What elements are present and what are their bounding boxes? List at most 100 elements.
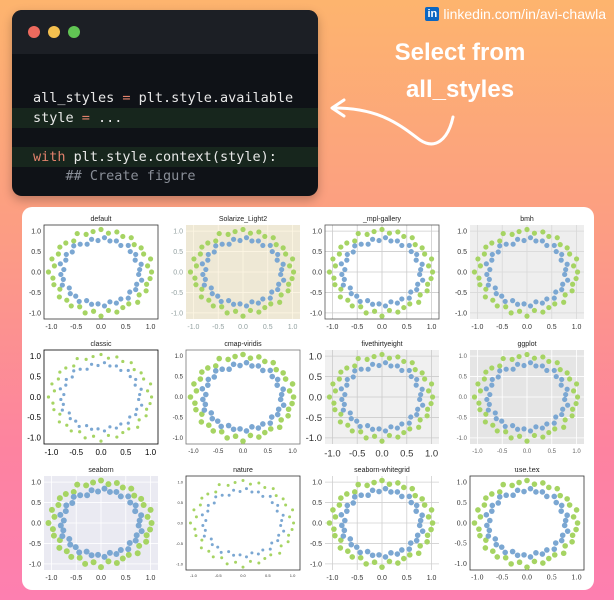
axes-frame — [185, 475, 301, 571]
outer-ring-point — [509, 482, 515, 489]
y-tick-label: 0.5 — [459, 375, 468, 381]
outer-ring-point — [98, 564, 104, 571]
outer-ring-point — [257, 481, 261, 485]
inner-ring-point — [216, 545, 220, 549]
inner-ring-point — [60, 276, 66, 282]
outer-ring-point — [412, 492, 419, 499]
inner-ring-point — [256, 552, 260, 556]
outer-ring-point — [232, 228, 238, 235]
inner-ring-point — [238, 490, 242, 494]
outer-ring-point — [193, 263, 200, 269]
outer-ring-point — [284, 503, 288, 507]
inner-ring-point — [208, 285, 214, 291]
inner-ring-point — [89, 427, 94, 431]
x-tick-label: 0.5 — [402, 324, 412, 331]
outer-ring-point — [546, 304, 552, 311]
outer-ring-point — [268, 301, 274, 307]
outer-ring-point — [326, 520, 333, 526]
linkedin-link[interactable]: in linkedin.com/in/avi-chawla — [425, 6, 606, 22]
inner-ring-point — [533, 363, 539, 369]
outer-ring-point — [412, 367, 418, 373]
y-tick-label: 0.5 — [457, 249, 467, 256]
outer-ring-point — [68, 303, 74, 309]
outer-ring-point — [546, 484, 552, 491]
outer-ring-point — [355, 355, 361, 362]
inner-ring-point — [382, 303, 389, 309]
outer-ring-point — [386, 307, 393, 314]
outer-ring-point — [524, 438, 530, 444]
outer-ring-point — [358, 429, 364, 435]
inner-ring-point — [205, 257, 211, 263]
outer-ring-point — [483, 244, 489, 250]
inner-ring-point — [417, 517, 424, 524]
outer-ring-point — [363, 435, 369, 441]
inner-ring-point — [558, 502, 565, 509]
outer-ring-point — [371, 353, 377, 360]
outer-ring-point — [187, 269, 194, 275]
outer-ring-point — [192, 400, 198, 406]
outer-ring-point — [68, 553, 75, 560]
x-tick-label: -0.5 — [497, 449, 508, 455]
outer-ring-point — [337, 294, 343, 300]
inner-ring-point — [200, 271, 206, 278]
outer-ring-point — [247, 230, 254, 236]
y-tick-label: 1.0 — [457, 478, 467, 486]
inner-ring-point — [202, 534, 206, 538]
inner-ring-point — [67, 541, 74, 548]
y-tick-label: 0.5 — [457, 499, 467, 507]
outer-ring-point — [332, 407, 338, 413]
inner-ring-point — [280, 402, 287, 408]
inner-ring-point — [268, 414, 275, 420]
outer-ring-point — [147, 526, 154, 533]
inner-ring-point — [203, 528, 207, 532]
outer-ring-point — [516, 433, 523, 439]
outer-ring-point — [570, 281, 576, 287]
y-tick-label: -1.0 — [176, 561, 184, 566]
outer-ring-point — [352, 363, 358, 369]
outer-ring-point — [52, 389, 57, 393]
inner-ring-point — [219, 550, 223, 554]
outer-ring-point — [262, 429, 268, 436]
inner-ring-point — [249, 299, 255, 305]
outer-ring-point — [416, 299, 422, 305]
y-tick-label: 1.0 — [31, 480, 41, 487]
inner-ring-point — [533, 424, 539, 430]
outer-ring-point — [82, 560, 89, 567]
outer-ring-point — [132, 368, 136, 372]
x-tick-label: 0.0 — [522, 574, 532, 582]
outer-ring-point — [573, 526, 579, 533]
outer-ring-point — [569, 532, 576, 539]
inner-ring-point — [338, 261, 344, 267]
outer-ring-point — [379, 351, 385, 358]
outer-ring-point — [540, 229, 546, 235]
inner-ring-point — [243, 303, 250, 309]
inner-ring-point — [340, 282, 346, 288]
outer-ring-point — [290, 528, 294, 532]
outer-ring-point — [217, 483, 221, 487]
inner-ring-point — [249, 363, 255, 369]
outer-ring-point — [570, 514, 577, 520]
code-line-1: all_styles = plt.style.available — [12, 88, 318, 108]
inner-ring-point — [61, 266, 67, 273]
inner-ring-point — [559, 376, 565, 383]
y-tick-label: -0.5 — [27, 413, 41, 422]
outer-ring-point — [508, 435, 514, 441]
outer-ring-point — [494, 428, 500, 434]
outer-ring-point — [412, 242, 418, 248]
inner-ring-point — [552, 540, 559, 546]
outer-ring-point — [192, 275, 198, 281]
outer-ring-point — [134, 550, 141, 557]
outer-ring-point — [144, 263, 151, 269]
axes-frame — [324, 224, 440, 320]
outer-ring-point — [503, 304, 509, 310]
inner-ring-point — [243, 235, 250, 241]
axes-frame — [469, 475, 585, 571]
outer-ring-point — [62, 490, 69, 497]
outer-ring-point — [516, 559, 523, 566]
y-tick-label: 1.0 — [457, 229, 467, 236]
inner-ring-point — [199, 386, 206, 392]
outer-ring-point — [557, 367, 563, 373]
inner-ring-point — [126, 421, 130, 425]
outer-ring-point — [425, 514, 432, 520]
outer-ring-point — [554, 235, 560, 241]
